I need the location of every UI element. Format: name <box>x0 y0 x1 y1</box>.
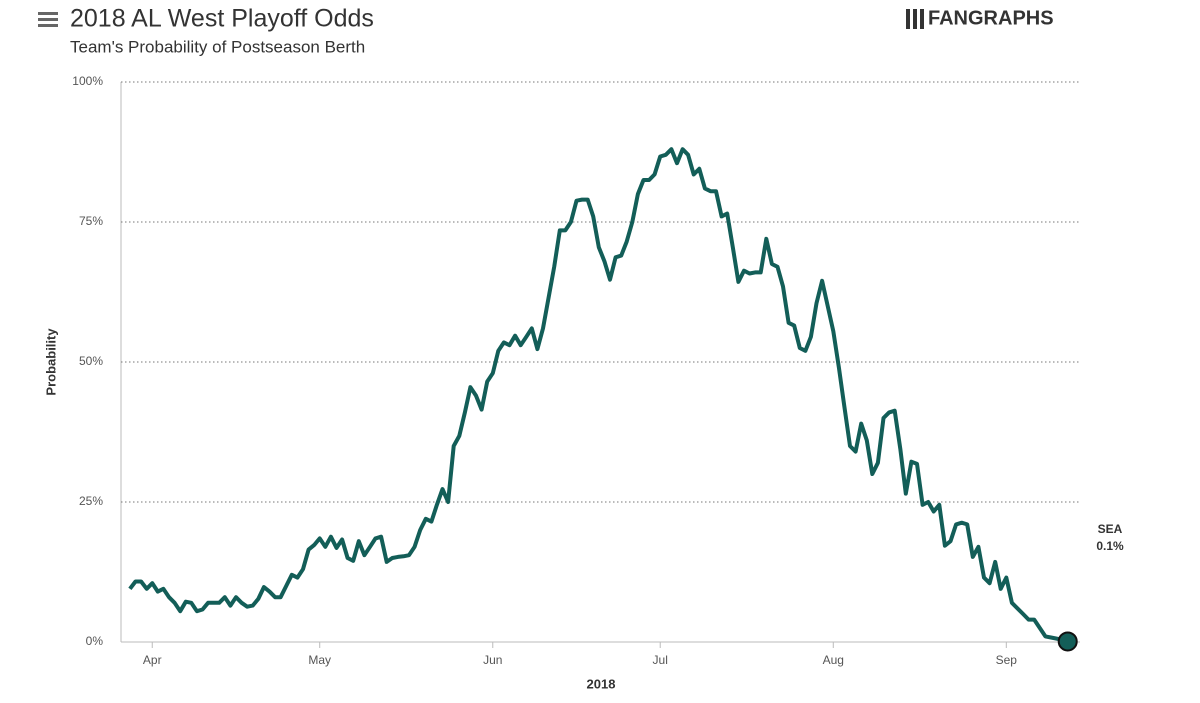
series-name: SEA <box>1098 522 1123 536</box>
y-tick-label: 75% <box>79 214 103 228</box>
brand-text: FANGRAPHS <box>928 7 1054 29</box>
x-tick-label: Jun <box>483 653 502 667</box>
series-line <box>128 147 1069 644</box>
x-tick-label: May <box>308 653 331 667</box>
chart-subtitle: Team's Probability of Postseason Berth <box>70 37 365 56</box>
y-tick-label: 0% <box>86 634 104 648</box>
y-tick-label: 25% <box>79 494 103 508</box>
end-value-label: 0.1% <box>1096 539 1124 553</box>
y-axis-label: Probability <box>43 328 58 396</box>
y-tick-label: 50% <box>79 354 103 368</box>
menu-icon[interactable] <box>38 12 58 27</box>
end-point <box>1057 631 1078 652</box>
chart-title: 2018 AL West Playoff Odds <box>70 5 374 33</box>
x-tick-label: Sep <box>996 653 1018 667</box>
x-tick-label: Aug <box>823 653 844 667</box>
x-tick-label: Apr <box>143 653 162 667</box>
x-tick-label: Jul <box>653 653 668 667</box>
brand-logo: FANGRAPHS <box>906 7 1054 29</box>
y-tick-label: 100% <box>72 74 103 88</box>
x-axis-label: 2018 <box>587 676 616 691</box>
